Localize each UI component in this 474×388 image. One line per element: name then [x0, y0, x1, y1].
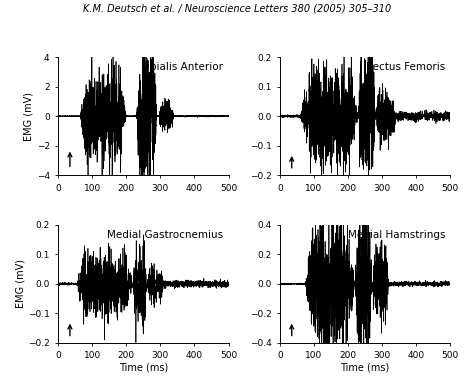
Y-axis label: EMG (mV): EMG (mV): [15, 259, 25, 308]
Text: Medial Gastrocnemius: Medial Gastrocnemius: [107, 230, 223, 239]
Y-axis label: EMG (mV): EMG (mV): [24, 92, 34, 140]
X-axis label: Time (ms): Time (ms): [118, 363, 168, 373]
Text: Medial Hamstrings: Medial Hamstrings: [348, 230, 445, 239]
Text: K.M. Deutsch et al. / Neuroscience Letters 380 (2005) 305–310: K.M. Deutsch et al. / Neuroscience Lette…: [83, 4, 391, 14]
Text: Tibialis Anterior: Tibialis Anterior: [141, 62, 223, 72]
Text: Rectus Femoris: Rectus Femoris: [366, 62, 445, 72]
X-axis label: Time (ms): Time (ms): [340, 363, 390, 373]
